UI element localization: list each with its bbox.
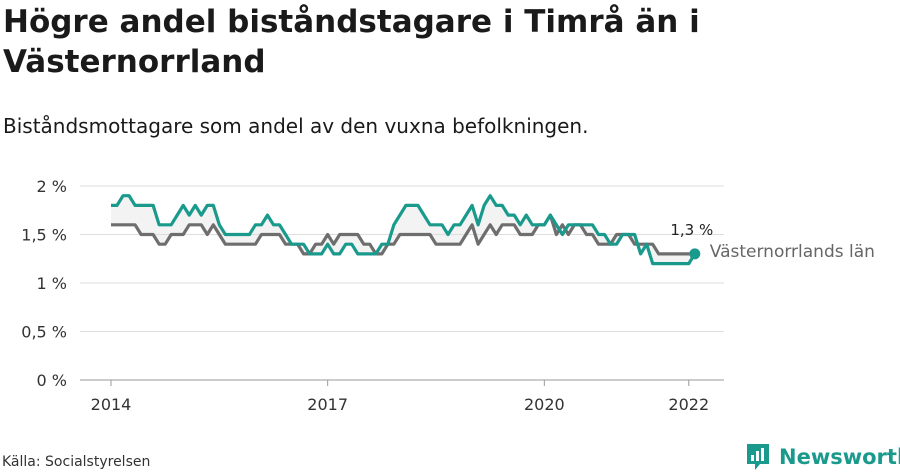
- series-labels: 1,3 % Västernorrlands län: [670, 221, 875, 262]
- brand-name: Newsworthy: [779, 445, 900, 469]
- page-title: Högre andel biståndstagare i Timrå än i …: [3, 4, 700, 80]
- x-tick-label: 2022: [668, 395, 709, 414]
- series-line-timra: [111, 194, 697, 266]
- y-tick-label: 1,5 %: [21, 226, 67, 245]
- page-subtitle: Biståndsmottagare som andel av den vuxna…: [3, 114, 589, 138]
- y-tick-label: 0,5 %: [21, 323, 67, 342]
- newsworthy-logo-icon: [747, 444, 769, 470]
- x-tick-label: 2020: [524, 395, 565, 414]
- y-tick-label: 2 %: [37, 177, 67, 196]
- x-tick-label: 2014: [91, 395, 132, 414]
- series-gap-area: [111, 195, 695, 264]
- end-value-label: 1,3 %: [670, 221, 713, 239]
- y-tick-label: 0 %: [37, 371, 67, 390]
- x-tick-label: 2017: [307, 395, 348, 414]
- source-note: Källa: Socialstyrelsen: [2, 454, 151, 470]
- series-line-vasternorrland: [111, 213, 695, 256]
- series-end-point: [689, 248, 701, 260]
- brand: Newsworthy: [745, 442, 900, 472]
- x-axis: 2014 2017 2020 2022: [91, 380, 709, 414]
- difference-fill: [111, 195, 695, 264]
- series-name-label: Västernorrlands län: [710, 242, 875, 262]
- y-axis: 0 % 0,5 % 1 % 1,5 % 2 %: [21, 177, 67, 390]
- y-tick-label: 1 %: [37, 274, 67, 293]
- series-lines: [111, 194, 701, 266]
